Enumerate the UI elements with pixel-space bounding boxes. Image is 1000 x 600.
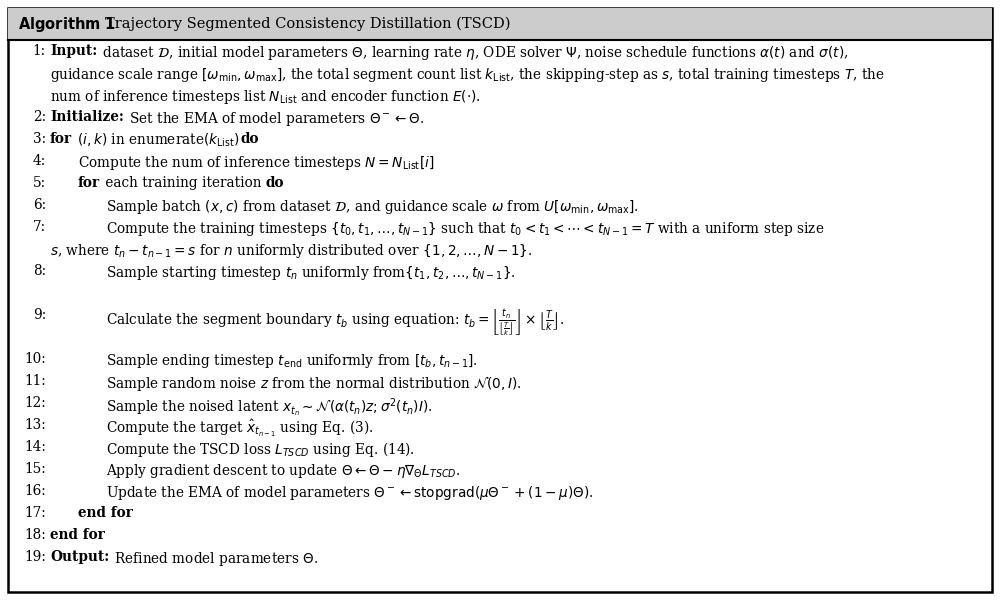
Text: 5:: 5: [33,176,46,190]
Text: Trajectory Segmented Consistency Distillation (TSCD): Trajectory Segmented Consistency Distill… [105,17,511,31]
Text: 15:: 15: [24,462,46,476]
Text: do: do [266,176,285,190]
Text: Sample starting timestep $t_n$ uniformly from$\{t_1, t_2, \ldots, t_{N-1}\}$.: Sample starting timestep $t_n$ uniformly… [106,264,516,282]
Text: 6:: 6: [33,198,46,212]
Text: for: for [78,176,100,190]
Text: 10:: 10: [24,352,46,366]
Text: 16:: 16: [24,484,46,498]
Text: 14:: 14: [24,440,46,454]
Text: Input:: Input: [50,44,97,58]
Text: 17:: 17: [24,506,46,520]
Text: end for: end for [50,528,105,542]
Text: Initialize:: Initialize: [50,110,124,124]
Text: 7:: 7: [33,220,46,234]
Text: $s$, where $t_n - t_{n-1} = s$ for $n$ uniformly distributed over $\{1, 2, \ldot: $s$, where $t_n - t_{n-1} = s$ for $n$ u… [50,242,533,260]
Text: Sample the noised latent $x_{t_n} \sim \mathcal{N}(\alpha(t_n)z; \sigma^2(t_n)I): Sample the noised latent $x_{t_n} \sim \… [106,396,433,419]
Text: 9:: 9: [33,308,46,322]
Text: Sample random noise $z$ from the normal distribution $\mathcal{N}(0, I)$.: Sample random noise $z$ from the normal … [106,374,522,393]
Text: Update the EMA of model parameters $\Theta^- \leftarrow \mathrm{stopgrad}(\mu\Th: Update the EMA of model parameters $\The… [106,484,593,502]
Text: Calculate the segment boundary $t_b$ using equation: $t_b = \left\lfloor \frac{t: Calculate the segment boundary $t_b$ usi… [106,308,564,339]
Text: $\mathbf{Algorithm\ 1}$: $\mathbf{Algorithm\ 1}$ [18,14,116,34]
Text: end for: end for [78,506,133,520]
Text: 12:: 12: [24,396,46,410]
Text: 13:: 13: [24,418,46,432]
Bar [8,8,992,40]
Text: num of inference timesteps list $N_{\mathrm{List}}$ and encoder function $E(\cdo: num of inference timesteps list $N_{\mat… [50,88,481,106]
Text: Apply gradient descent to update $\Theta \leftarrow \Theta - \eta\nabla_\Theta L: Apply gradient descent to update $\Theta… [106,462,461,480]
Text: dataset $\mathcal{D}$, initial model parameters $\Theta$, learning rate $\eta$, : dataset $\mathcal{D}$, initial model par… [98,44,849,62]
Text: guidance scale range $[\omega_{\min}, \omega_{\max}]$, the total segment count l: guidance scale range $[\omega_{\min}, \o… [50,66,885,84]
Text: 1:: 1: [33,44,46,58]
Text: $(i, k)$ in enumerate$(k_{\mathrm{List}})$: $(i, k)$ in enumerate$(k_{\mathrm{List}}… [73,132,241,149]
Text: Output:: Output: [50,550,109,564]
Text: 11:: 11: [24,374,46,388]
Text: 3:: 3: [33,132,46,146]
Text: Set the EMA of model parameters $\Theta^- \leftarrow \Theta$.: Set the EMA of model parameters $\Theta^… [125,110,425,128]
Text: Compute the num of inference timesteps $N = N_{\mathrm{List}}[i]$: Compute the num of inference timesteps $… [78,154,434,172]
Text: 18:: 18: [24,528,46,542]
Text: do: do [241,132,259,146]
Text: Refined model parameters $\Theta$.: Refined model parameters $\Theta$. [110,550,318,568]
Text: 4:: 4: [33,154,46,168]
Text: each training iteration: each training iteration [101,176,266,190]
Text: 8:: 8: [33,264,46,278]
Text: for: for [50,132,72,146]
Text: Compute the target $\hat{x}_{t_{n-1}}$ using Eq. (3).: Compute the target $\hat{x}_{t_{n-1}}$ u… [106,418,373,439]
Text: Compute the training timesteps $\{t_0, t_1, \ldots, t_{N-1}\}$ such that $t_0 < : Compute the training timesteps $\{t_0, t… [106,220,824,238]
Text: 2:: 2: [33,110,46,124]
Text: Sample ending timestep $t_{\mathrm{end}}$ uniformly from $[t_b, t_{n-1}]$.: Sample ending timestep $t_{\mathrm{end}}… [106,352,478,370]
Text: 19:: 19: [24,550,46,564]
Text: Compute the TSCD loss $L_{TSCD}$ using Eq. (14).: Compute the TSCD loss $L_{TSCD}$ using E… [106,440,415,459]
Text: Sample batch $(x, c)$ from dataset $\mathcal{D}$, and guidance scale $\omega$ fr: Sample batch $(x, c)$ from dataset $\mat… [106,198,639,216]
